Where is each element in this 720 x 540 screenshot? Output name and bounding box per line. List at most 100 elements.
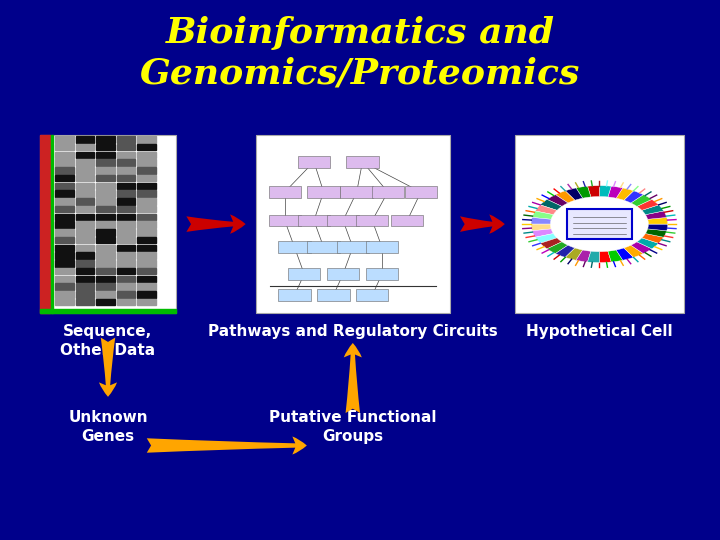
Bar: [96, 291, 115, 298]
Bar: [76, 175, 94, 181]
Bar: [96, 206, 115, 212]
Bar: [137, 183, 156, 189]
Bar: [137, 175, 156, 181]
Polygon shape: [576, 250, 591, 262]
Bar: [76, 252, 94, 259]
Polygon shape: [631, 194, 652, 206]
Bar: [137, 136, 156, 143]
Polygon shape: [624, 245, 644, 258]
Polygon shape: [532, 229, 554, 237]
Polygon shape: [647, 218, 668, 224]
Bar: [137, 291, 156, 298]
Bar: [55, 214, 74, 220]
Bar: [55, 183, 74, 189]
Bar: [76, 144, 94, 151]
Bar: [96, 245, 115, 251]
Bar: [96, 275, 115, 282]
Bar: [298, 156, 330, 167]
Polygon shape: [647, 224, 668, 231]
Bar: [76, 291, 94, 298]
Bar: [278, 289, 310, 301]
Bar: [76, 275, 94, 282]
Bar: [96, 284, 115, 290]
Bar: [117, 260, 135, 267]
Bar: [327, 268, 359, 280]
Bar: [567, 209, 632, 239]
Bar: [96, 183, 115, 189]
Bar: [356, 214, 389, 226]
Polygon shape: [599, 186, 611, 197]
Bar: [372, 186, 404, 198]
Bar: [55, 275, 74, 282]
Bar: [117, 159, 135, 166]
Bar: [117, 214, 135, 220]
Bar: [117, 252, 135, 259]
Bar: [117, 221, 135, 228]
Bar: [76, 245, 94, 251]
Bar: [137, 237, 156, 244]
Bar: [336, 241, 369, 253]
Bar: [137, 198, 156, 205]
Bar: [96, 159, 115, 166]
Bar: [269, 214, 301, 226]
Bar: [55, 299, 74, 306]
Bar: [55, 191, 74, 197]
Polygon shape: [608, 250, 623, 262]
Bar: [117, 206, 135, 212]
Bar: [137, 206, 156, 212]
Text: Pathways and Regulatory Circuits: Pathways and Regulatory Circuits: [208, 324, 498, 339]
Bar: [96, 229, 115, 236]
Polygon shape: [631, 242, 652, 254]
Polygon shape: [616, 248, 634, 260]
Bar: [40, 309, 176, 313]
Bar: [96, 175, 115, 181]
Bar: [55, 252, 74, 259]
Bar: [117, 268, 135, 274]
FancyBboxPatch shape: [40, 135, 176, 313]
Bar: [55, 245, 74, 251]
Bar: [76, 299, 94, 306]
Bar: [76, 229, 94, 236]
Polygon shape: [555, 191, 575, 203]
Text: Bioinformatics and
Genomics/Proteomics: Bioinformatics and Genomics/Proteomics: [140, 16, 580, 91]
Bar: [76, 136, 94, 143]
Bar: [317, 289, 349, 301]
Polygon shape: [642, 205, 664, 215]
Polygon shape: [637, 238, 659, 249]
Bar: [55, 260, 74, 267]
Bar: [96, 252, 115, 259]
Bar: [366, 241, 398, 253]
Bar: [269, 186, 301, 198]
Bar: [96, 167, 115, 174]
FancyBboxPatch shape: [515, 135, 684, 313]
Bar: [137, 167, 156, 174]
Bar: [307, 241, 340, 253]
Bar: [117, 175, 135, 181]
Text: Unknown
Genes: Unknown Genes: [68, 410, 148, 444]
FancyBboxPatch shape: [256, 135, 450, 313]
Polygon shape: [616, 188, 634, 200]
Bar: [137, 152, 156, 158]
Polygon shape: [531, 224, 552, 231]
Bar: [55, 144, 74, 151]
Bar: [55, 206, 74, 212]
Bar: [55, 221, 74, 228]
Polygon shape: [599, 251, 611, 262]
Bar: [137, 221, 156, 228]
Bar: [76, 198, 94, 205]
Bar: [117, 299, 135, 306]
Polygon shape: [540, 238, 562, 249]
Bar: [117, 191, 135, 197]
Polygon shape: [535, 205, 557, 215]
Bar: [298, 214, 330, 226]
Bar: [137, 275, 156, 282]
Bar: [50, 135, 53, 313]
Bar: [288, 268, 320, 280]
Bar: [55, 229, 74, 236]
Polygon shape: [531, 218, 552, 224]
Bar: [76, 152, 94, 158]
Polygon shape: [608, 186, 623, 198]
Bar: [137, 268, 156, 274]
Bar: [76, 221, 94, 228]
Bar: [96, 260, 115, 267]
